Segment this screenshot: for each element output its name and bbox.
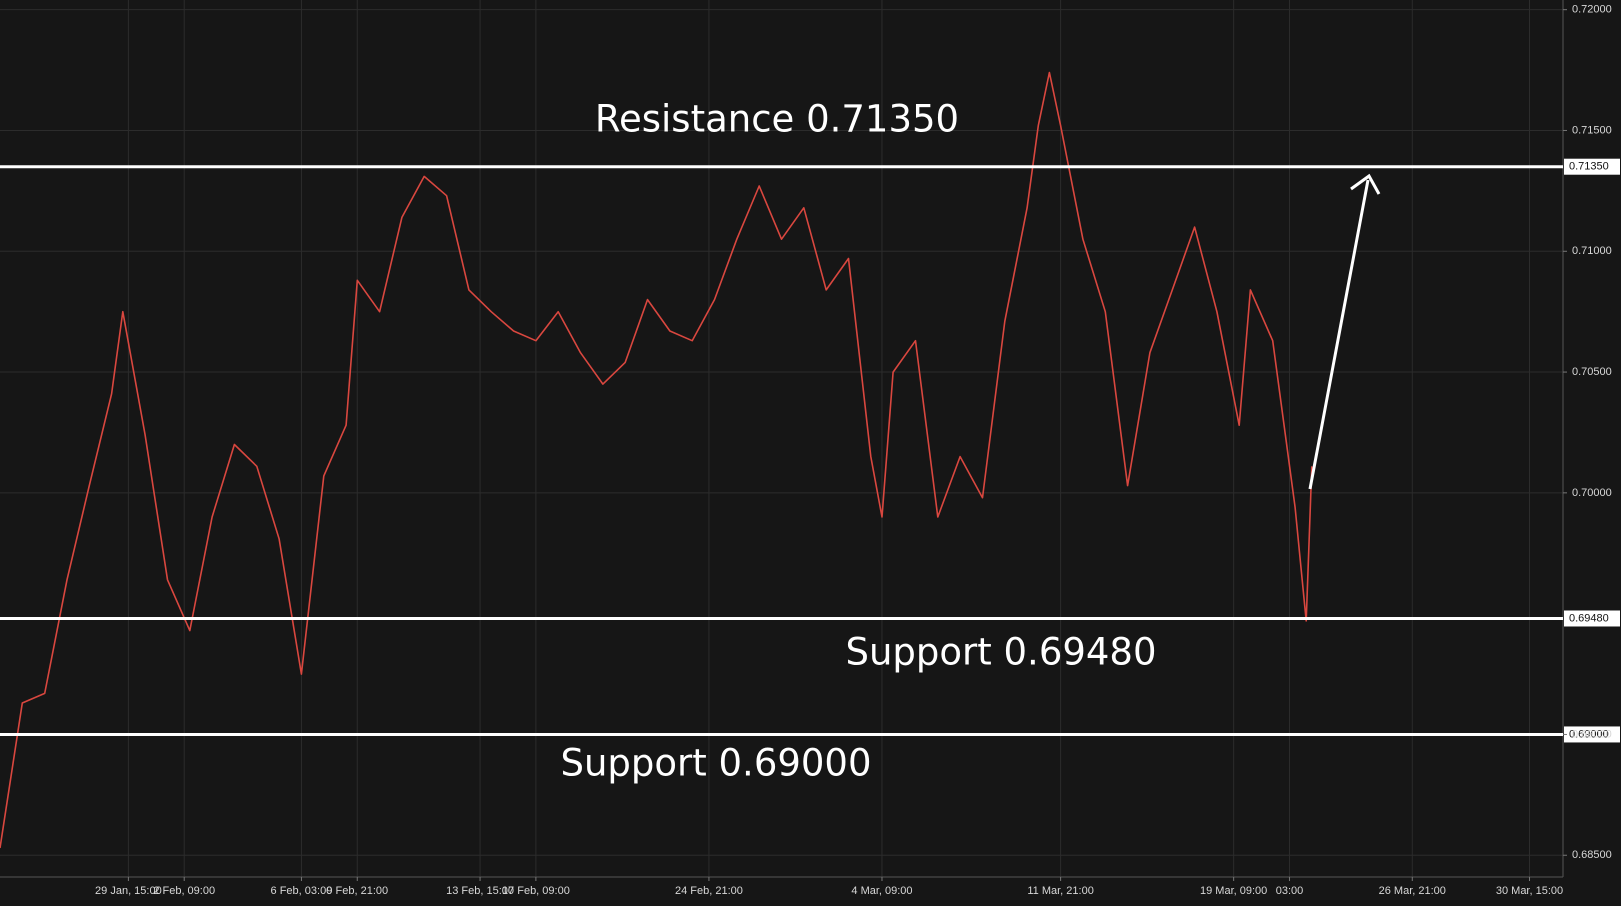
level-price-tag [1564, 726, 1620, 743]
x-tick-label: 26 Mar, 21:00 [1379, 885, 1446, 897]
level-annotation: Resistance 0.71350 [595, 98, 959, 141]
level-price-label: 0.71350 [1569, 161, 1609, 173]
x-tick-label: 03:00 [1276, 885, 1304, 897]
level-annotation: Support 0.69000 [560, 742, 871, 785]
x-tick-label: 11 Mar, 21:00 [1027, 885, 1093, 897]
y-tick-label: 0.68500 [1572, 849, 1612, 861]
y-tick-label: 0.69000 [1572, 728, 1612, 740]
arrow-head [1350, 173, 1381, 195]
y-tick-label: 0.70500 [1572, 366, 1612, 378]
plot [0, 71, 1313, 849]
level-price-tag [1564, 610, 1620, 627]
level-annotation: Support 0.69480 [845, 631, 1156, 674]
axes: 0.72000 0.71500 0.71000 0.70500 0.70000 0.690… [95, 4, 1612, 897]
x-tick-label: 4 Mar, 09:00 [851, 885, 912, 897]
y-tick-label: 0.71500 [1572, 124, 1612, 136]
y-tick-label: 0.71000 [1572, 245, 1612, 257]
level-price-label: 0.69480 [1569, 612, 1609, 624]
arrow-shaft [1308, 179, 1370, 490]
projection-arrow [1308, 173, 1381, 490]
y-tick-label: 0.72000 [1572, 4, 1612, 16]
grid [0, 0, 1563, 877]
x-tick-label: 17 Feb, 09:00 [502, 885, 570, 897]
x-tick-label: 2 Feb, 09:00 [153, 885, 215, 897]
y-tick-label: 0.70000 [1572, 487, 1612, 499]
x-tick-label: 29 Jan, 15:00 [95, 885, 162, 897]
x-tick-label: 9 Feb, 21:00 [326, 885, 388, 897]
level-price-label: 0.69000 [1569, 728, 1609, 740]
x-tick-label: 19 Mar, 09:00 [1200, 885, 1267, 897]
x-tick-label: 30 Mar, 15:00 [1496, 885, 1563, 897]
levels: 0.71350 Resistance 0.71350 0.69480 Support … [0, 98, 1620, 785]
x-tick-label: 13 Feb, 15:00 [446, 885, 514, 897]
price-line [0, 71, 1313, 849]
level-price-tag [1564, 158, 1620, 175]
x-tick-label: 24 Feb, 21:00 [675, 885, 743, 897]
x-tick-label: 6 Feb, 03:00 [271, 885, 333, 897]
